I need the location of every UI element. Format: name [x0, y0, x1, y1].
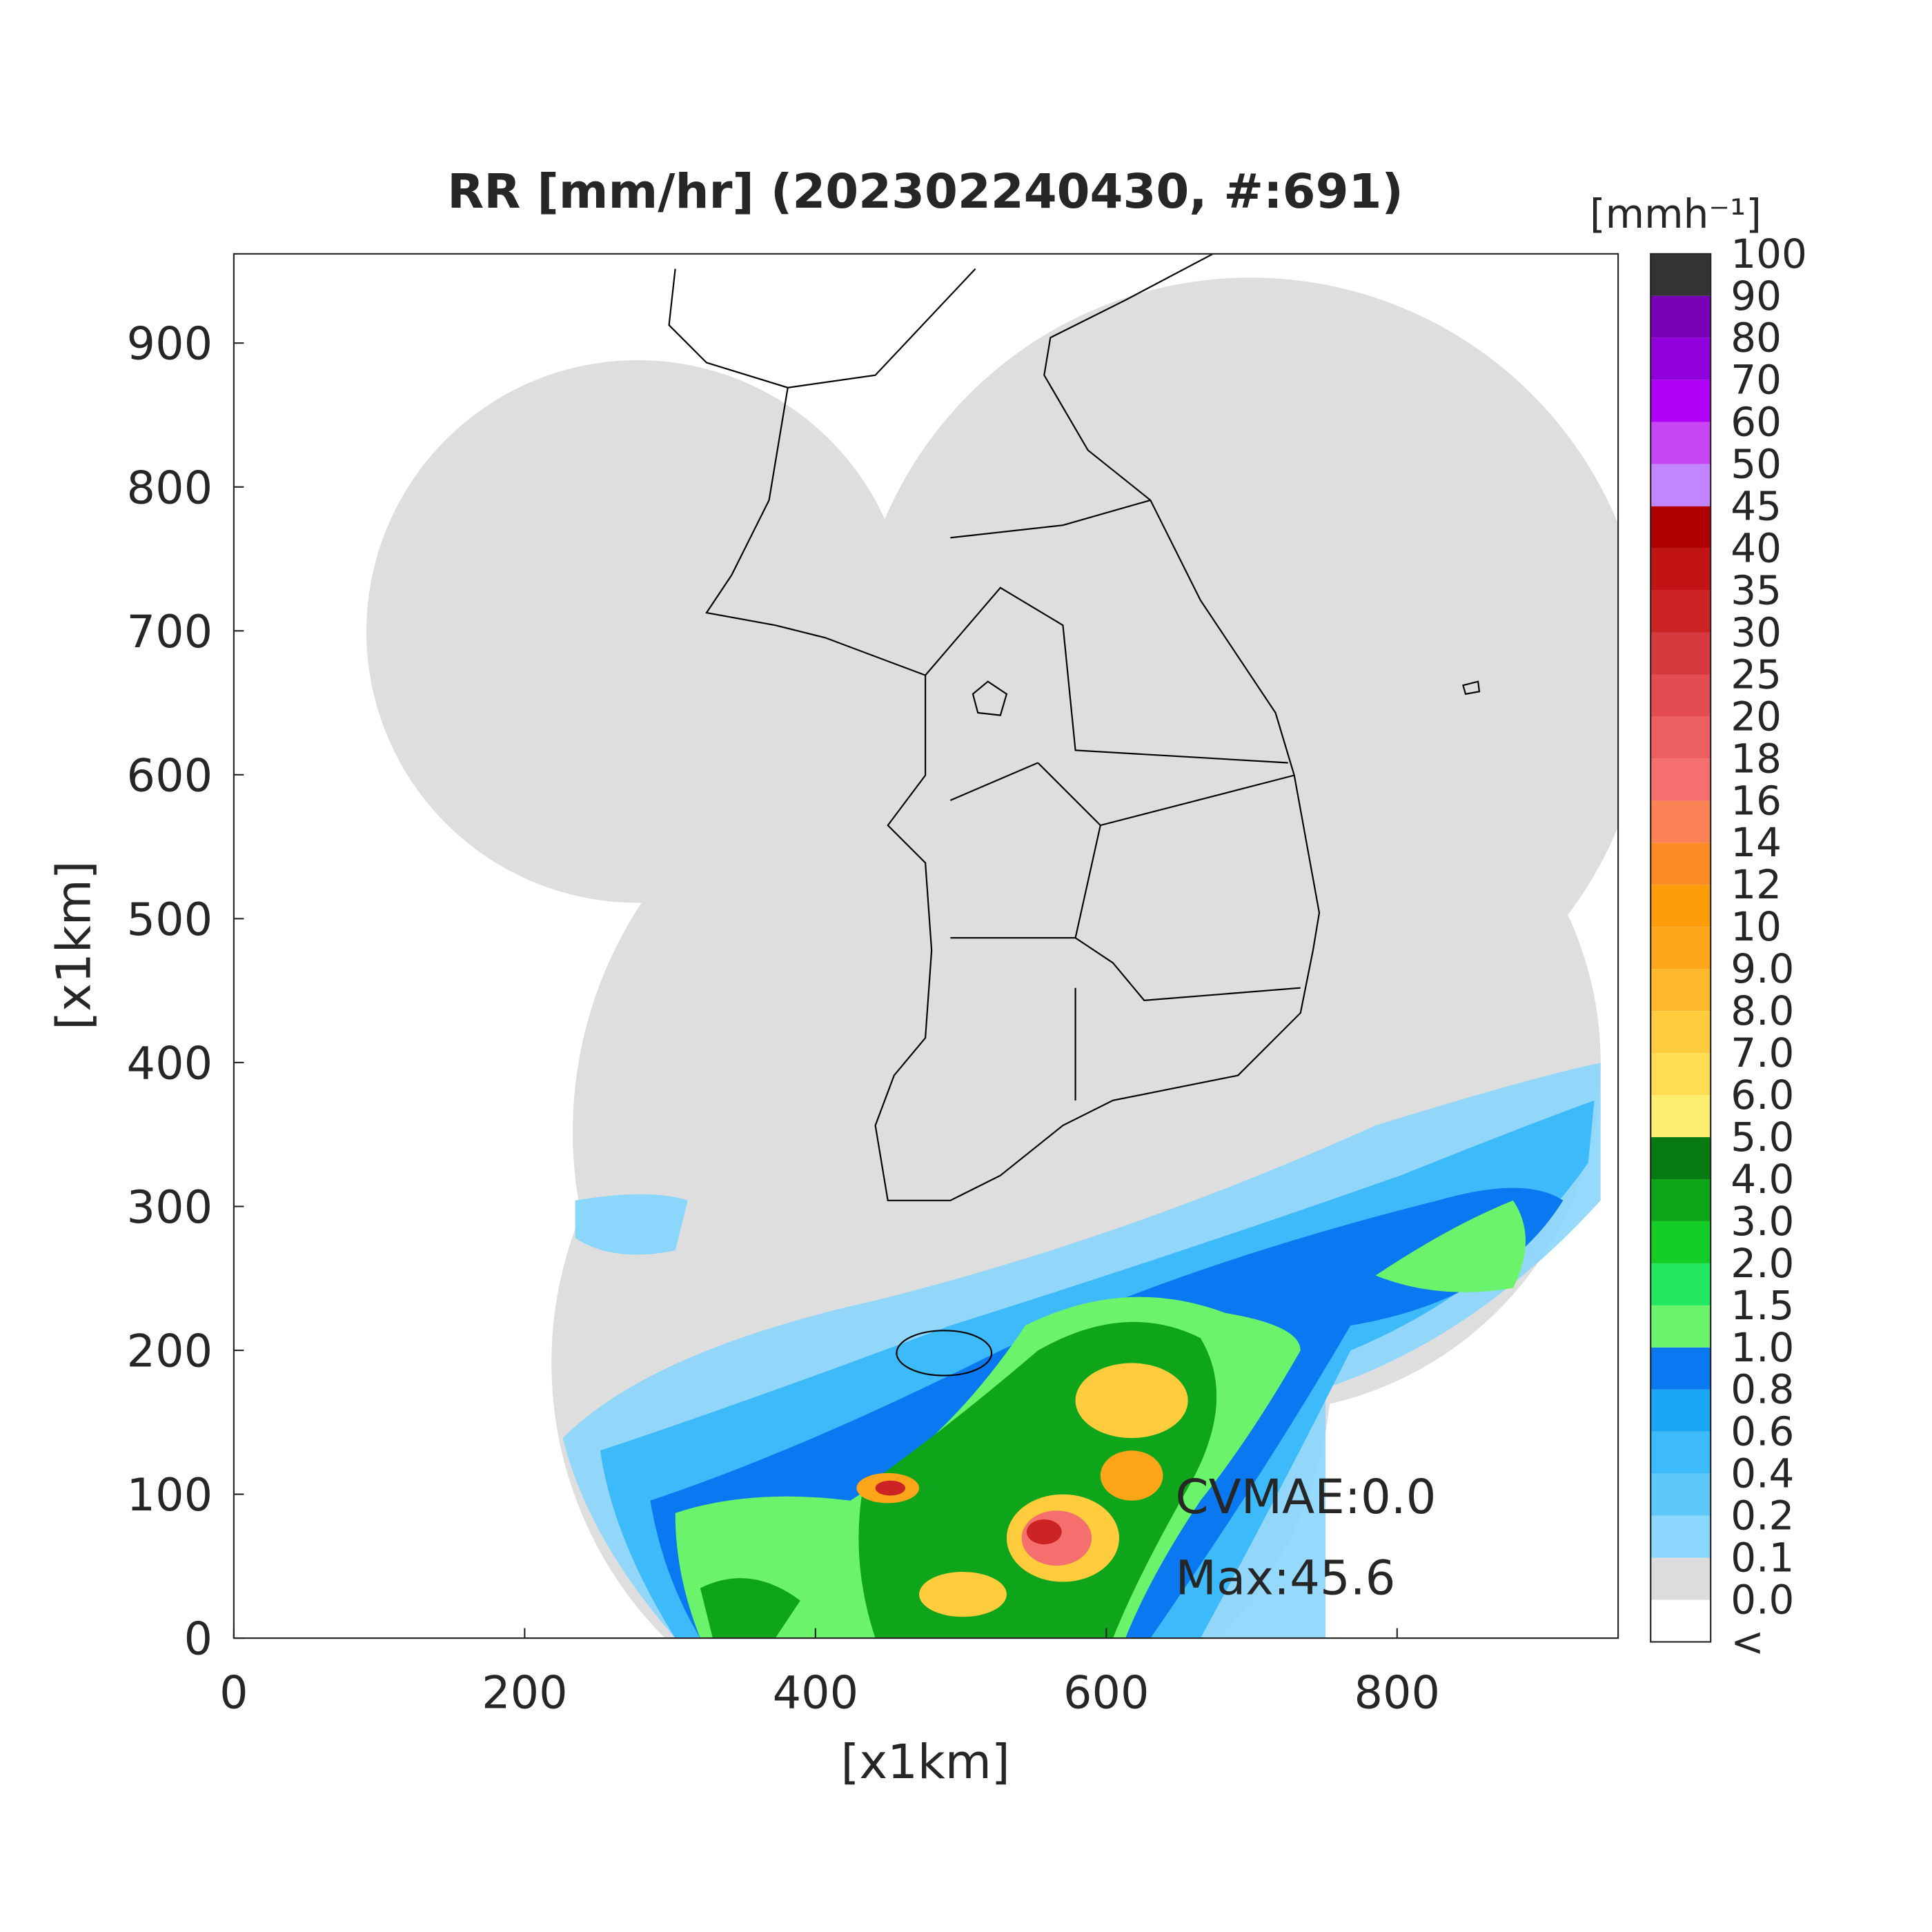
colorbar-segment	[1650, 1137, 1711, 1179]
x-axis-label: [x1km]	[840, 1735, 1009, 1790]
colorbar-tick-label: 10	[1731, 903, 1782, 950]
y-tick-label: 0	[184, 1613, 213, 1666]
y-tick-label: 500	[127, 894, 213, 946]
colorbar-segment	[1650, 1263, 1711, 1305]
coastline	[668, 253, 1481, 1377]
colorbar-label: [mmh⁻¹]	[1590, 190, 1762, 237]
y-tick-label: 300	[127, 1181, 213, 1234]
colorbar-tick-label: 1.5	[1731, 1282, 1794, 1329]
colorbar-tick-label: 35	[1731, 567, 1782, 614]
colorbar-tick-label: 18	[1731, 735, 1782, 782]
colorbar-segment	[1650, 1515, 1711, 1558]
x-tick-label: 400	[773, 1667, 859, 1719]
colorbar-segment	[1650, 758, 1711, 801]
colorbar-tick-label: 7.0	[1731, 1029, 1794, 1076]
x-tick-label: 800	[1354, 1667, 1441, 1719]
colorbar-segment	[1650, 842, 1711, 885]
colorbar-tick-label: 80	[1731, 315, 1782, 362]
colorbar-segment	[1650, 632, 1711, 675]
colorbar-segment	[1650, 548, 1711, 591]
colorbar-segment	[1650, 927, 1711, 969]
colorbar-tick-label: 9.0	[1731, 945, 1794, 992]
colorbar-tick-label: 20	[1731, 693, 1782, 740]
colorbar-tick-label: 50	[1731, 441, 1782, 488]
colorbar-segment	[1650, 1011, 1711, 1054]
colorbar-segment	[1650, 674, 1711, 717]
colorbar-tick-label: 6.0	[1731, 1072, 1794, 1118]
annotation: Max:45.6	[1176, 1551, 1396, 1606]
colorbar-segment	[1650, 1389, 1711, 1432]
colorbar-segment	[1650, 422, 1711, 464]
precipitation	[562, 1063, 1601, 1639]
colorbar-tick-label: 100	[1731, 230, 1807, 277]
y-tick-label: 800	[127, 462, 213, 514]
y-tick-label: 100	[127, 1469, 213, 1521]
colorbar-tick-label: 4.0	[1731, 1156, 1794, 1203]
chart-title: RR [mm/hr] (202302240430, #:691)	[447, 164, 1403, 219]
colorbar-tick-label: 1.0	[1731, 1324, 1794, 1371]
colorbar-segment	[1650, 969, 1711, 1012]
x-tick-label: 200	[482, 1667, 568, 1719]
colorbar-segment	[1650, 295, 1711, 338]
y-tick-label: 400	[127, 1037, 213, 1090]
colorbar-segment	[1650, 1221, 1711, 1263]
colorbar-tick-label: 0.1	[1731, 1535, 1794, 1581]
colorbar-tick-label: 0.0	[1731, 1577, 1794, 1624]
colorbar-segment	[1650, 1305, 1711, 1348]
colorbar-tick-label: 16	[1731, 777, 1782, 824]
colorbar-segment	[1650, 1053, 1711, 1096]
y-tick-label: 200	[127, 1325, 213, 1378]
y-tick-label: 600	[127, 749, 213, 802]
colorbar-segment	[1650, 337, 1711, 380]
colorbar-tick-label: 70	[1731, 357, 1782, 404]
y-tick-label: 700	[127, 606, 213, 658]
colorbar-tick-label: 45	[1731, 483, 1782, 530]
colorbar-tick-label: 0.6	[1731, 1408, 1794, 1455]
colorbar-tick-label: 14	[1731, 819, 1782, 866]
colorbar-segment	[1650, 716, 1711, 759]
colorbar-segment	[1650, 885, 1711, 927]
plot-frame	[233, 253, 1619, 1639]
colorbar-segment	[1650, 1473, 1711, 1516]
colorbar-tick-label: 5.0	[1731, 1114, 1794, 1161]
colorbar-segment	[1650, 1557, 1711, 1600]
colorbar-tick-label: 30	[1731, 609, 1782, 656]
colorbar-segment	[1650, 1599, 1711, 1642]
colorbar-tick-label: <	[1731, 1618, 1764, 1665]
annotation: CVMAE:0.0	[1176, 1470, 1437, 1525]
colorbar-tick-label: 60	[1731, 399, 1782, 446]
y-axis-label: [x1km]	[46, 860, 101, 1029]
y-tick-label: 900	[127, 318, 213, 371]
colorbar-frame	[1650, 253, 1712, 1643]
colorbar-segment	[1650, 253, 1711, 296]
colorbar-segment	[1650, 1347, 1711, 1390]
colorbar-segment	[1650, 379, 1711, 422]
colorbar-tick-label: 0.4	[1731, 1450, 1794, 1497]
colorbar-segment	[1650, 590, 1711, 633]
x-tick-label: 0	[219, 1667, 248, 1719]
colorbar-tick-label: 8.0	[1731, 987, 1794, 1034]
x-tick-label: 600	[1063, 1667, 1150, 1719]
colorbar-tick-label: 12	[1731, 861, 1782, 908]
colorbar-tick-label: 3.0	[1731, 1198, 1794, 1245]
colorbar-segment	[1650, 1095, 1711, 1138]
colorbar-tick-label: 0.8	[1731, 1366, 1794, 1413]
colorbar-segment	[1650, 1431, 1711, 1474]
colorbar-tick-label: 25	[1731, 651, 1782, 698]
colorbar-tick-label: 2.0	[1731, 1240, 1794, 1287]
map-area	[233, 253, 1619, 1639]
colorbar-segment	[1650, 506, 1711, 549]
colorbar-segment	[1650, 464, 1711, 506]
colorbar-segment	[1650, 1179, 1711, 1221]
colorbar-tick-label: 90	[1731, 273, 1782, 319]
colorbar-tick-label: 0.2	[1731, 1492, 1794, 1539]
colorbar-tick-label: 40	[1731, 525, 1782, 572]
colorbar-segment	[1650, 800, 1711, 843]
